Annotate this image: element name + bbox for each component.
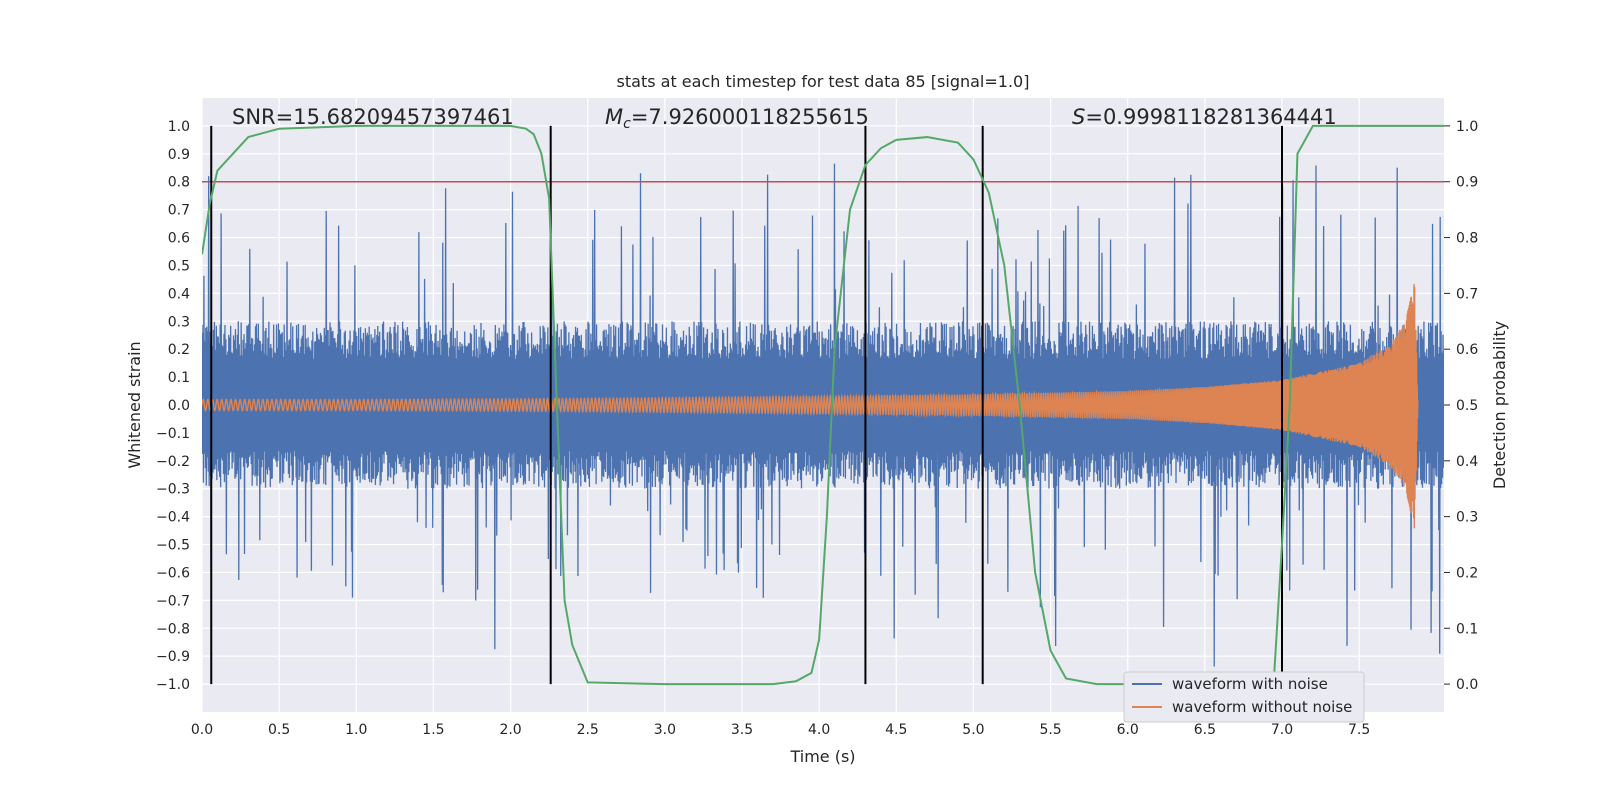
x-tick-label: 2.0 <box>499 722 521 738</box>
y2-axis-label: Detection probability <box>1490 321 1509 489</box>
x-tick-label: 4.5 <box>885 722 907 738</box>
s-annotation: S=0.9998118281364441 <box>1072 105 1337 129</box>
y-tick-label: −0.8 <box>156 621 190 637</box>
y2-tick-label: 0.7 <box>1456 286 1478 302</box>
x-tick-label: 1.5 <box>422 722 444 738</box>
x-tick-label: 7.5 <box>1348 722 1370 738</box>
y-tick-label: 0.1 <box>168 370 190 386</box>
y-tick-label: 0.5 <box>168 258 190 274</box>
y-tick-label: 0.6 <box>168 231 190 247</box>
y2-tick-label: 0.1 <box>1456 621 1478 637</box>
y2-axis-ticks: 1.0 0.9 0.8 0.7 0.6 0.5 0.4 0.3 0.2 0.1 0.0 <box>1444 119 1478 693</box>
y-tick-label: −0.1 <box>156 426 190 442</box>
y-tick-label: 0.2 <box>168 342 190 358</box>
chirp-mass-annotation: Mc=7.926000118255615 <box>605 105 869 132</box>
y-tick-label: −0.6 <box>156 565 190 581</box>
chart-title: stats at each timestep for test data 85 … <box>617 72 1030 91</box>
y-tick-label: 0.8 <box>168 175 190 191</box>
x-tick-label: 2.5 <box>577 722 599 738</box>
y-tick-label: −0.4 <box>156 510 190 526</box>
series-waveform-with-noise <box>202 163 1444 667</box>
x-tick-label: 5.0 <box>962 722 984 738</box>
y2-tick-label: 0.6 <box>1456 342 1478 358</box>
x-tick-label: 6.0 <box>1117 722 1139 738</box>
y2-tick-label: 0.3 <box>1456 510 1478 526</box>
x-tick-label: 3.0 <box>654 722 676 738</box>
y2-tick-label: 0.8 <box>1456 231 1478 247</box>
y2-tick-label: 0.5 <box>1456 398 1478 414</box>
x-tick-label: 3.5 <box>731 722 753 738</box>
y-tick-label: 1.0 <box>168 119 190 135</box>
x-axis-label: Time (s) <box>789 747 855 766</box>
y2-tick-label: 0.4 <box>1456 454 1478 470</box>
vertical-markers <box>210 125 1283 685</box>
s-symbol: S <box>1072 105 1085 129</box>
y-axis-label: Whitened strain <box>125 341 144 468</box>
chirp-mass-subscript: c <box>623 116 631 132</box>
legend-box <box>1123 671 1365 723</box>
x-tick-label: 4.0 <box>808 722 830 738</box>
y-tick-label: 0.7 <box>168 203 190 219</box>
y-tick-label: 0.3 <box>168 314 190 330</box>
s-value: =0.9998118281364441 <box>1085 105 1336 129</box>
y2-tick-label: 1.0 <box>1456 119 1478 135</box>
x-tick-label: 7.0 <box>1271 722 1293 738</box>
noise-waveform-path <box>202 163 1444 667</box>
legend: waveform with noise waveform without noi… <box>1123 671 1365 723</box>
chirp-mass-value: =7.926000118255615 <box>631 105 869 129</box>
series-waveform-without-noise <box>202 283 1419 529</box>
y-tick-label: −1.0 <box>156 677 190 693</box>
snr-annotation: SNR=15.68209457397461 <box>232 105 514 129</box>
y-axis-ticks: 1.0 0.9 0.8 0.7 0.6 0.5 0.4 0.3 0.2 0.1 0.0 −0.1 −0.… <box>156 119 190 693</box>
y-tick-label: −0.9 <box>156 649 190 665</box>
chirp-mass-symbol: M <box>605 105 623 129</box>
x-tick-label: 0.5 <box>268 722 290 738</box>
y-tick-label: 0.4 <box>168 286 190 302</box>
x-tick-label: 6.5 <box>1194 722 1216 738</box>
legend-label-clean: waveform without noise <box>1172 698 1352 716</box>
y2-tick-label: 0.2 <box>1456 565 1478 581</box>
y-tick-label: −0.3 <box>156 482 190 498</box>
legend-label-noise: waveform with noise <box>1172 675 1328 693</box>
y2-tick-label: 0.9 <box>1456 175 1478 191</box>
y-tick-label: 0.0 <box>168 398 190 414</box>
y-tick-label: −0.5 <box>156 538 190 554</box>
y-tick-label: 0.9 <box>168 147 190 163</box>
x-tick-label: 1.0 <box>345 722 367 738</box>
y-tick-label: −0.2 <box>156 454 190 470</box>
x-tick-label: 5.5 <box>1039 722 1061 738</box>
clean-waveform-path <box>202 283 1419 529</box>
x-tick-label: 0.0 <box>191 722 213 738</box>
y2-tick-label: 0.0 <box>1456 677 1478 693</box>
x-axis-ticks: 0.0 0.5 1.0 1.5 2.0 2.5 3.0 3.5 4.0 4.5 5.0 5.5 6.0 6… <box>191 722 1370 738</box>
y-tick-label: −0.7 <box>156 593 190 609</box>
